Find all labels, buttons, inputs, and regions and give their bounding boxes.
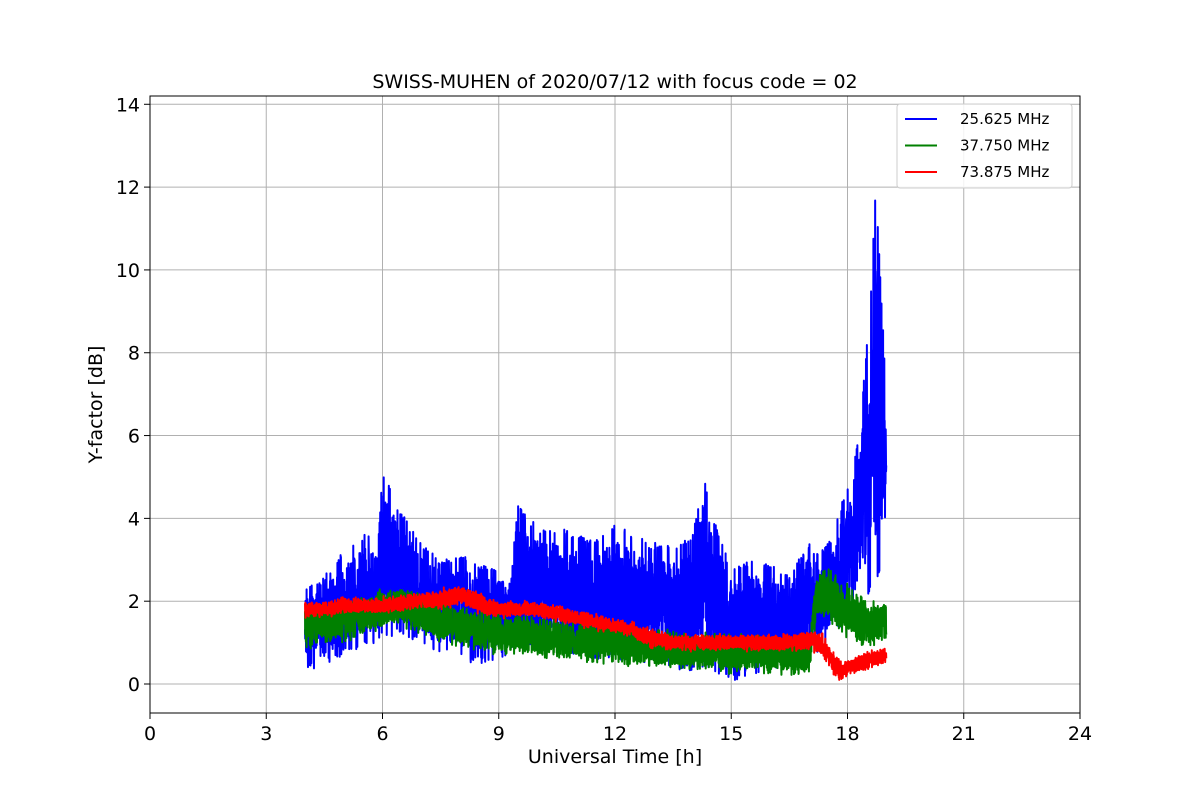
legend: 25.625 MHz 37.750 MHz 73.875 MHz (896, 103, 1073, 189)
x-axis: 0 3 6 9 12 15 18 21 24 (144, 713, 1092, 745)
series-line-2 (304, 568, 888, 676)
x-tick-label: 9 (493, 723, 505, 745)
y-tick-label: 4 (128, 508, 140, 530)
legend-label-1: 25.625 MHz (960, 110, 1049, 128)
y-tick-label: 6 (128, 426, 140, 448)
series-line-1 (304, 199, 888, 681)
y-axis-label: Y-factor [dB] (85, 346, 107, 465)
series-layer (304, 199, 888, 681)
x-tick-label: 15 (719, 723, 743, 745)
y-tick-label: 10 (116, 260, 140, 282)
x-tick-label: 3 (260, 723, 272, 745)
y-tick-label: 14 (116, 94, 140, 116)
legend-label-2: 37.750 MHz (960, 137, 1049, 155)
legend-label-3: 73.875 MHz (960, 163, 1049, 181)
y-tick-label: 2 (128, 591, 140, 613)
series-line-3 (304, 586, 888, 681)
x-tick-label: 21 (952, 723, 976, 745)
legend-box (896, 103, 1073, 189)
y-tick-label: 12 (116, 177, 140, 199)
x-tick-label: 24 (1068, 723, 1092, 745)
x-tick-label: 12 (603, 723, 627, 745)
y-axis: 0 2 4 6 8 10 12 14 (116, 94, 150, 696)
x-axis-label: Universal Time [h] (528, 746, 702, 768)
chart-title: SWISS-MUHEN of 2020/07/12 with focus cod… (372, 71, 857, 93)
x-tick-label: 0 (144, 723, 156, 745)
y-tick-label: 0 (128, 674, 140, 696)
y-tick-label: 8 (128, 343, 140, 365)
x-tick-label: 6 (376, 723, 388, 745)
x-tick-label: 18 (835, 723, 859, 745)
